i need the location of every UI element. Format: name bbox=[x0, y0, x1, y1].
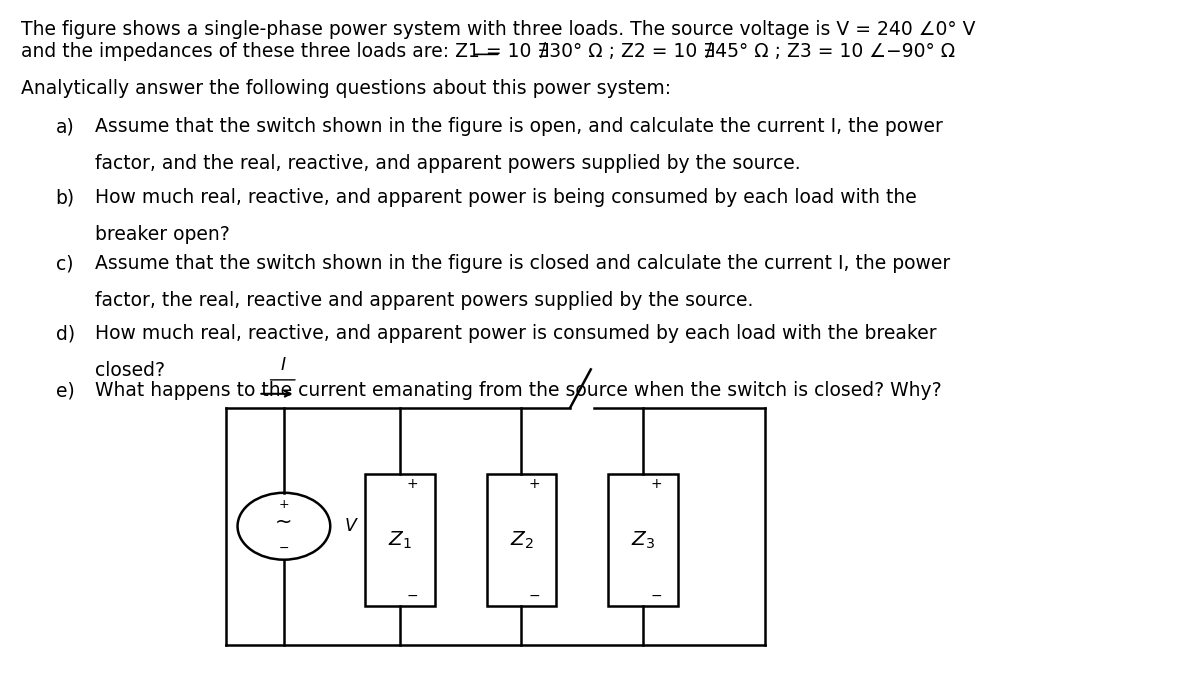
Text: +: + bbox=[278, 498, 289, 511]
Bar bbox=[365, 474, 434, 606]
Text: closed?: closed? bbox=[95, 361, 166, 380]
Text: a): a) bbox=[55, 117, 74, 136]
Bar bbox=[487, 474, 557, 606]
Text: e): e) bbox=[55, 381, 74, 400]
Text: Assume that the switch shown in the figure is closed and calculate the current I: Assume that the switch shown in the figu… bbox=[95, 254, 950, 273]
Text: −: − bbox=[278, 542, 289, 555]
Text: −: − bbox=[528, 589, 540, 603]
Text: −: − bbox=[407, 589, 419, 603]
Text: How much real, reactive, and apparent power is consumed by each load with the br: How much real, reactive, and apparent po… bbox=[95, 324, 937, 343]
Text: How much real, reactive, and apparent power is being consumed by each load with : How much real, reactive, and apparent po… bbox=[95, 188, 917, 207]
Text: +: + bbox=[650, 477, 661, 491]
Text: and the impedances of these three loads are: Z1 = 10 ∄30° Ω ; Z2 = 10 ∄45° Ω ; Z: and the impedances of these three loads … bbox=[20, 42, 955, 61]
Bar bbox=[608, 474, 678, 606]
Text: I: I bbox=[280, 356, 286, 374]
Text: +: + bbox=[407, 477, 419, 491]
Text: c): c) bbox=[55, 254, 73, 273]
Text: ~: ~ bbox=[275, 512, 293, 532]
Text: Assume that the switch shown in the figure is open, and calculate the current I,: Assume that the switch shown in the figu… bbox=[95, 117, 943, 136]
Text: +: + bbox=[528, 477, 540, 491]
Text: breaker open?: breaker open? bbox=[95, 225, 229, 244]
Text: −: − bbox=[650, 589, 661, 603]
Text: factor, and the real, reactive, and apparent powers supplied by the source.: factor, and the real, reactive, and appa… bbox=[95, 154, 800, 173]
Text: $Z_3$: $Z_3$ bbox=[631, 530, 655, 551]
Text: $Z_1$: $Z_1$ bbox=[388, 530, 412, 551]
Text: V: V bbox=[344, 517, 356, 535]
Text: Analytically answer the following questions about this power system:: Analytically answer the following questi… bbox=[20, 79, 671, 98]
Text: What happens to the current emanating from the source when the switch is closed?: What happens to the current emanating fr… bbox=[95, 381, 942, 400]
Text: factor, the real, reactive and apparent powers supplied by the source.: factor, the real, reactive and apparent … bbox=[95, 291, 754, 310]
Text: The figure shows a single-phase power system with three loads. The source voltag: The figure shows a single-phase power sy… bbox=[20, 20, 976, 38]
Text: b): b) bbox=[55, 188, 74, 207]
Text: d): d) bbox=[55, 324, 74, 343]
Text: $Z_2$: $Z_2$ bbox=[510, 530, 533, 551]
